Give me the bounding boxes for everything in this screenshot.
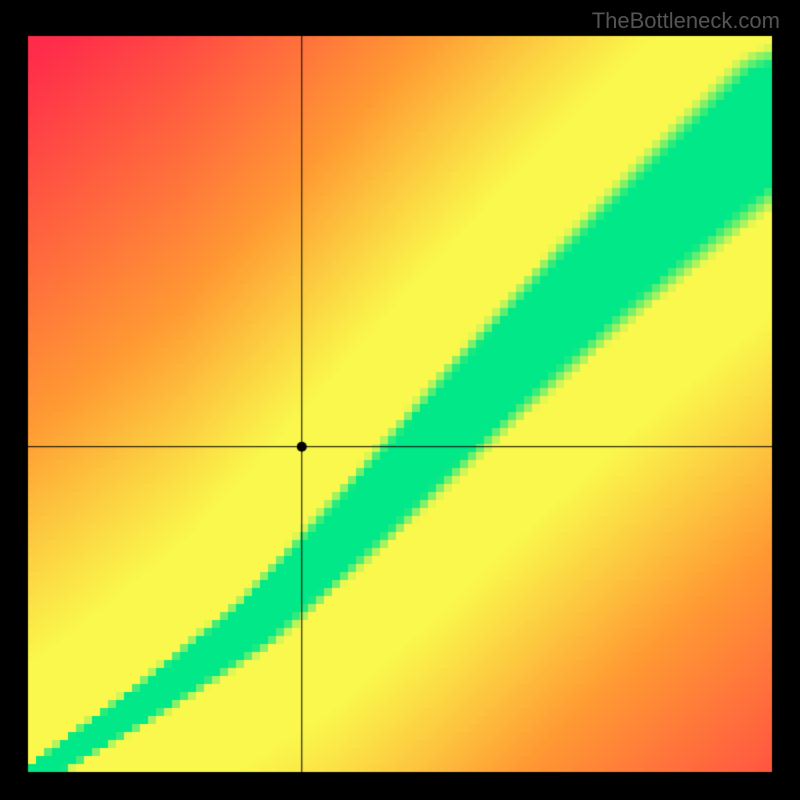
- chart-container: TheBottleneck.com: [0, 0, 800, 800]
- heatmap-canvas: [0, 0, 800, 800]
- watermark-text: TheBottleneck.com: [592, 8, 780, 34]
